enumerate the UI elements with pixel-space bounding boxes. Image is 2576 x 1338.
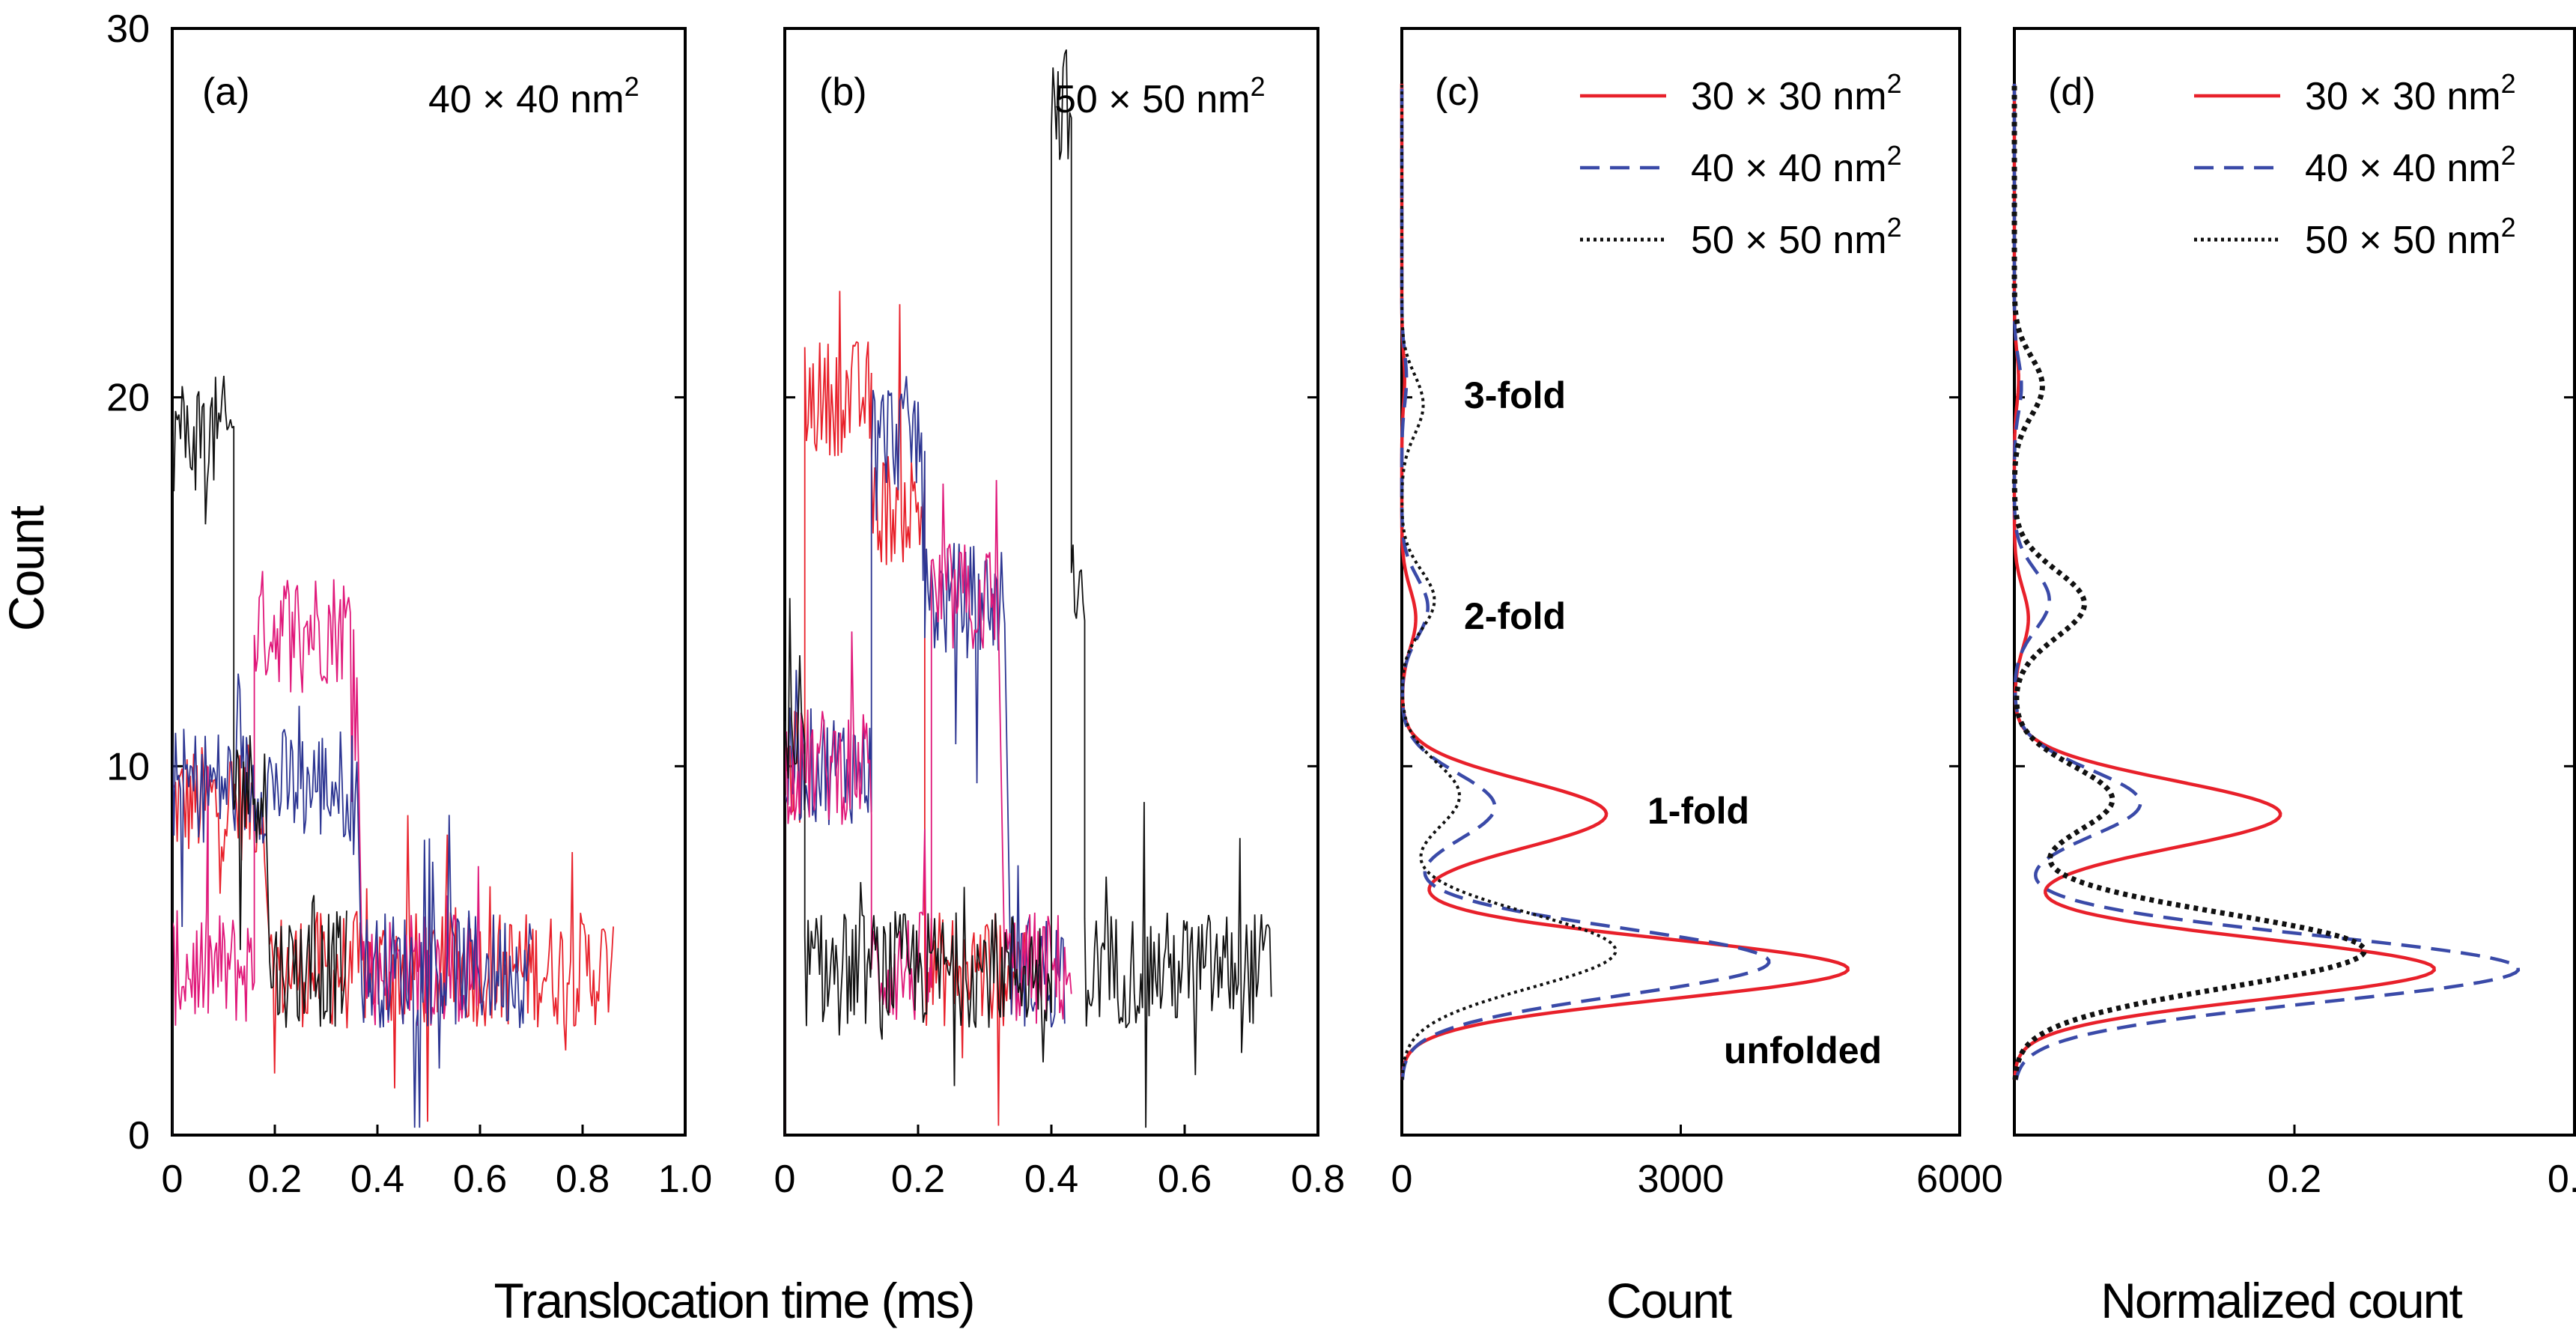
annotation-a: 40 × 40 nm2: [428, 71, 640, 121]
x-axis-title-c: Count: [1606, 1273, 1732, 1328]
y-tick-label: 0: [128, 1114, 150, 1158]
curve-dashed: [1400, 83, 1771, 1080]
y-axis-title: Count: [0, 505, 54, 631]
x-tick-label: 6000: [1916, 1158, 2003, 1201]
plot-frame: [1400, 27, 1961, 1137]
x-tick-label: 0.4: [350, 1158, 404, 1201]
legend-label: 30 × 30 nm2: [2305, 68, 2516, 118]
x-tick-label: 0: [162, 1158, 183, 1201]
trace-blue: [172, 673, 532, 1135]
panel-d: 0.2 0.4 30 × 30 nm2 40 × 40 nm2 50 × 50 nm2: [2011, 27, 2576, 1201]
y-tick-label: 30: [106, 7, 150, 51]
panel-c: 0 3000 6000 30 × 30 nm2 40 × 40 nm2 50 × 50 n…: [1391, 27, 2003, 1201]
y-tick-label: 20: [106, 377, 150, 420]
x-tick-label: 1.0: [658, 1158, 712, 1201]
legend-label: 30 × 30 nm2: [1691, 68, 1902, 118]
panel-b: 0 0.2 0.4 0.6 0.8: [774, 27, 1345, 1201]
x-tick-label: 0.4: [1024, 1158, 1078, 1201]
x-tick-label: 0.4: [2548, 1158, 2576, 1201]
annotation-3-fold: 3-fold: [1464, 374, 1566, 416]
annotation-unfolded: unfolded: [1724, 1030, 1882, 1071]
legend-label: 50 × 50 nm2: [2305, 212, 2516, 262]
annotation-2-fold: 2-fold: [1464, 595, 1566, 637]
panel-tag-d: (d): [2048, 70, 2096, 114]
x-axis-title-d: Normalized count: [2100, 1273, 2462, 1328]
curve-dotted: [2011, 83, 2368, 1080]
x-tick-label: 0.8: [1291, 1158, 1345, 1201]
trace-group: [785, 49, 1272, 1135]
annotation-b: 50 × 50 nm2: [1054, 71, 1266, 121]
plot-frame: [2013, 27, 2576, 1137]
panel-tag-b: (b): [819, 70, 867, 114]
panel-tag-a: (a): [202, 70, 250, 114]
x-tick-label: 3000: [1638, 1158, 1725, 1201]
legend-label: 40 × 40 nm2: [1691, 140, 1902, 190]
x-tick-label: 0.6: [1158, 1158, 1212, 1201]
panel-a: 0 10 20 30 0 0.2 0.4 0.6 0.8 1.0: [106, 7, 712, 1201]
x-tick-label: 0.2: [248, 1158, 302, 1201]
x-tick-label: 0.8: [556, 1158, 610, 1201]
annotation-1-fold: 1-fold: [1647, 790, 1749, 832]
trace-black: [785, 49, 1272, 1135]
panels: 0 10 20 30 0 0.2 0.4 0.6 0.8 1.0 0 0.2 0.4 0.6 0.8 0 300…: [106, 7, 2576, 1201]
trace-group: [172, 375, 614, 1135]
y-tick-label: 10: [106, 745, 150, 788]
panel-tag-c: (c): [1435, 70, 1480, 114]
x-tick-label: 0: [1391, 1158, 1413, 1201]
legend-label: 40 × 40 nm2: [2305, 140, 2516, 190]
x-axis-title-ab: Translocation time (ms): [493, 1273, 973, 1328]
x-tick-label: 0.2: [2267, 1158, 2321, 1201]
legend-label: 50 × 50 nm2: [1691, 212, 1902, 262]
x-tick-label: 0: [774, 1158, 796, 1201]
trace-red: [785, 291, 1026, 1135]
x-tick-label: 0.6: [453, 1158, 507, 1201]
x-tick-label: 0.2: [891, 1158, 945, 1201]
trace-magenta: [785, 480, 1072, 1135]
trace-magenta: [172, 571, 481, 1135]
trace-black: [172, 375, 347, 1135]
